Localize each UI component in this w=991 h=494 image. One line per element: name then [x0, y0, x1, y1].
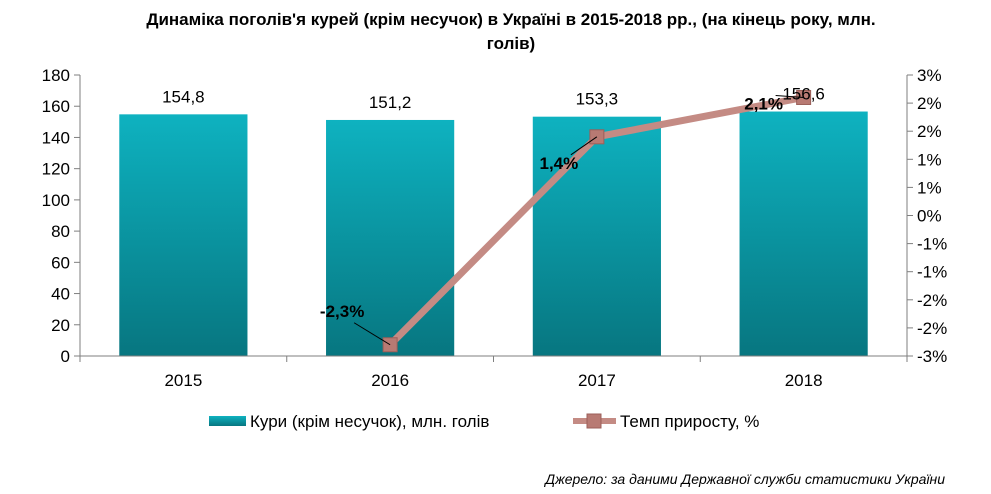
legend-bar-label: Кури (крім несучок), млн. голів	[250, 412, 489, 431]
right-axis-tick-label: -1%	[917, 235, 947, 254]
left-axis-tick-label: 80	[51, 222, 70, 241]
growth-label-2017: 1,4%	[540, 154, 579, 173]
left-axis: 0 20 40 60 80 100 120 140 160 180	[42, 66, 81, 366]
leader-line-2017	[570, 136, 598, 156]
bar-2018	[739, 111, 868, 356]
x-axis: 2015 2016 2017 2018	[79, 355, 908, 390]
left-axis-tick-label: 60	[51, 253, 70, 272]
left-axis-tick-label: 120	[42, 160, 70, 179]
right-axis-tick-label: 2%	[917, 122, 942, 141]
growth-label-2018: 2,1%	[744, 94, 783, 113]
source-note: Джерело: за даними Державної служби стат…	[543, 471, 945, 487]
chart-title-line-1: Динаміка поголів'я курей (крім несучок) …	[146, 10, 875, 29]
right-axis-tick-label: 0%	[917, 207, 942, 226]
legend: Кури (крім несучок), млн. голів Темп при…	[209, 412, 759, 431]
left-axis-tick-label: 40	[51, 285, 70, 304]
right-axis-tick-label: -1%	[917, 263, 947, 282]
legend-bar-swatch	[209, 416, 246, 426]
chart-title-line-2: голів)	[487, 34, 535, 53]
bar-label-2016: 151,2	[369, 93, 412, 112]
growth-label-2016: -2,3%	[320, 302, 364, 321]
bar-2015	[119, 114, 248, 356]
bar-2017	[532, 116, 661, 356]
right-axis-tick-label: 2%	[917, 94, 942, 113]
right-axis-tick-label: -3%	[917, 347, 947, 366]
x-axis-tick-label: 2016	[371, 371, 409, 390]
leader-line-2016	[353, 322, 391, 346]
right-axis-tick-label: 1%	[917, 150, 942, 169]
x-axis-tick-label: 2017	[578, 371, 616, 390]
legend-item-bars: Кури (крім несучок), млн. голів	[209, 412, 489, 431]
left-axis-tick-label: 100	[42, 191, 70, 210]
line-data-labels: -2,3% 1,4% 2,1%	[320, 94, 804, 346]
left-axis-tick-label: 180	[42, 66, 70, 85]
leader-line-2018	[775, 94, 804, 98]
right-axis-tick-label: -2%	[917, 319, 947, 338]
bar-label-2018: 156,6	[782, 85, 825, 104]
bar-label-2015: 154,8	[162, 87, 205, 106]
right-axis: -3% -2% -2% -1% -1% 0% 1% 1% 2% 2% 3%	[906, 66, 947, 366]
bar-label-2017: 153,3	[576, 90, 619, 109]
right-axis-tick-label: -2%	[917, 291, 947, 310]
legend-line-label: Темп приросту, %	[620, 412, 759, 431]
x-axis-tick-label: 2018	[785, 371, 823, 390]
bar-series	[119, 111, 868, 357]
bar-2016	[326, 119, 455, 357]
left-axis-tick-label: 20	[51, 316, 70, 335]
x-axis-tick-label: 2015	[164, 371, 202, 390]
right-axis-tick-label: 1%	[917, 178, 942, 197]
left-axis-tick-label: 160	[42, 97, 70, 116]
legend-item-line: Темп приросту, %	[573, 412, 759, 431]
right-axis-tick-label: 3%	[917, 66, 942, 85]
bar-data-labels: 154,8 151,2 153,3 156,6	[162, 85, 825, 112]
left-axis-tick-label: 140	[42, 128, 70, 147]
left-axis-tick-label: 0	[61, 347, 70, 366]
legend-line-marker	[586, 413, 602, 429]
